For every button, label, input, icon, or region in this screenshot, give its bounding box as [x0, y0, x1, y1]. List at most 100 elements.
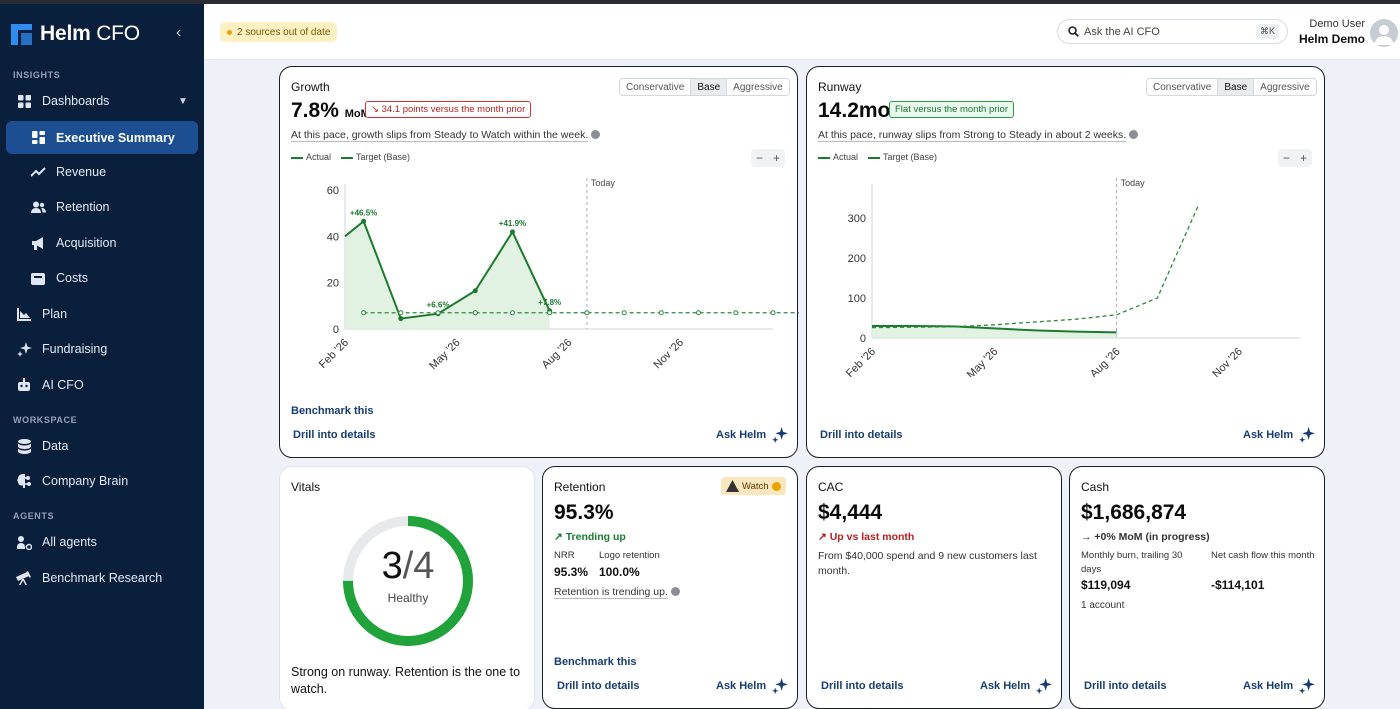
actual-area	[872, 326, 1117, 338]
search-input[interactable]: Ask the AI CFO ⌘K	[1057, 19, 1288, 44]
sidebar-item-label: Company Brain	[42, 474, 129, 488]
info-dot-icon[interactable]	[670, 587, 680, 596]
scenario-toggle: Conservative Base Aggressive	[619, 78, 790, 96]
target-point	[547, 310, 553, 316]
ask-helm-button[interactable]: Ask Helm	[1243, 678, 1316, 694]
user-role: Demo User	[1309, 18, 1365, 30]
target-point	[733, 310, 739, 316]
delta-badge: Flat versus the month prior	[889, 101, 1014, 118]
wallet-icon	[30, 270, 46, 286]
sidebar-item-all-agents[interactable]: All agents	[0, 527, 204, 557]
drill-details-link[interactable]: Drill into details	[557, 680, 640, 692]
sidebar-item-revenue[interactable]: Revenue	[0, 157, 204, 187]
nrr-label: NRR	[554, 550, 575, 561]
sidebar-item-dashboards[interactable]: Dashboards ▼	[0, 86, 204, 116]
helm-logo-icon	[10, 23, 33, 46]
section-workspace: WORKSPACE	[13, 415, 78, 425]
sidebar-item-plan[interactable]: Plan	[0, 299, 204, 329]
runway-note: At this pace, runway slips from Strong t…	[818, 129, 1139, 142]
burn-label: Monthly burn, trailing 30 days	[1081, 550, 1183, 575]
drill-details-link[interactable]: Drill into details	[1084, 680, 1167, 692]
legend-target: Target (Base)	[341, 152, 410, 162]
drill-details-link[interactable]: Drill into details	[293, 429, 376, 441]
zoom-in-icon[interactable]: +	[1299, 151, 1307, 165]
sidebar-item-executive-summary[interactable]: Executive Summary	[6, 121, 198, 154]
ask-helm-button[interactable]: Ask Helm	[1243, 427, 1316, 443]
drill-details-link[interactable]: Drill into details	[821, 680, 904, 692]
retention-value: 95.3%	[554, 501, 614, 524]
y-tick-label: 60	[327, 185, 339, 197]
grid-icon	[16, 93, 32, 109]
target-point	[361, 310, 367, 316]
sidebar-item-data[interactable]: Data	[0, 431, 204, 461]
target-point	[584, 310, 590, 316]
cash-flow-value: -$114,101	[1211, 578, 1265, 592]
search-icon	[1068, 26, 1079, 40]
actual-point	[361, 218, 367, 224]
zoom-out-icon[interactable]: −	[755, 151, 763, 165]
vitals-ring-fill	[343, 516, 473, 646]
growth-chart: 0 20 40 60 Feb '26 May '26 Aug '26 Nov '26 Today…	[317, 178, 799, 372]
runway-value: 14.2mo	[818, 99, 891, 122]
sidebar-item-ai-cfo[interactable]: AI CFO	[0, 370, 204, 400]
sidebar-item-label: Acquisition	[56, 236, 117, 250]
sidebar-item-company-brain[interactable]: Company Brain	[0, 466, 204, 496]
today-label: Today	[1121, 178, 1146, 188]
data-label: +6.6%	[427, 301, 450, 310]
sidebar-item-retention[interactable]: Retention	[0, 192, 204, 222]
y-tick-label: 100	[848, 293, 866, 305]
scenario-base[interactable]: Base	[691, 79, 728, 95]
zoom-controls: − +	[751, 149, 785, 167]
legend-actual: Actual	[818, 152, 858, 162]
zoom-controls: − +	[1278, 149, 1312, 167]
burn-value: $119,094	[1081, 578, 1131, 592]
scenario-aggressive[interactable]: Aggressive	[733, 81, 783, 93]
x-tick-label: Aug '26	[540, 337, 575, 372]
ask-helm-button[interactable]: Ask Helm	[980, 678, 1053, 694]
benchmark-link[interactable]: Benchmark this	[291, 405, 374, 417]
user-menu[interactable]: Demo User Helm Demo	[1298, 18, 1365, 46]
scenario-aggressive[interactable]: Aggressive	[1260, 81, 1310, 93]
sidebar-item-acquisition[interactable]: Acquisition	[0, 228, 204, 258]
app-logo[interactable]: Helm CFO	[10, 22, 140, 46]
top-bar: 2 sources out of date Ask the AI CFO ⌘K …	[204, 4, 1400, 60]
database-icon	[16, 438, 32, 454]
cash-flow-label: Net cash flow this month	[1211, 550, 1315, 561]
grid-icon	[30, 130, 46, 146]
trend-label: ↗ Trending up	[554, 531, 626, 543]
y-tick-label: 40	[327, 231, 339, 243]
info-dot-icon[interactable]	[1129, 130, 1139, 139]
chart-legend: Actual Target (Base)	[818, 152, 937, 162]
delta-badge: ↘ 34.1 points versus the month prior	[365, 101, 532, 118]
sidebar-item-fundraising[interactable]: Fundraising	[0, 334, 204, 364]
status-dot-icon	[771, 481, 781, 491]
zoom-in-icon[interactable]: +	[772, 151, 780, 165]
cac-description: From $40,000 spend and 9 new customers l…	[818, 550, 1037, 577]
zoom-out-icon[interactable]: −	[1282, 151, 1290, 165]
ask-helm-button[interactable]: Ask Helm	[716, 427, 789, 443]
scenario-conservative[interactable]: Conservative	[620, 79, 692, 95]
stale-sources-badge[interactable]: 2 sources out of date	[220, 22, 338, 42]
growth-note: At this pace, growth slips from Steady t…	[291, 129, 601, 142]
growth-card: Growth Conservative Base Aggressive 7.8%…	[279, 66, 799, 458]
vitals-card: Vitals 3/4 Healthy Strong on runway. Ret…	[279, 466, 535, 709]
info-dot-icon[interactable]	[591, 130, 601, 139]
target-point	[658, 310, 664, 316]
y-tick-label: 20	[327, 278, 339, 290]
actual-series-line	[872, 325, 1117, 334]
logo-retention-value: 100.0%	[599, 565, 640, 579]
avatar[interactable]	[1370, 19, 1398, 47]
sidebar-item-label: All agents	[42, 535, 97, 549]
scenario-conservative[interactable]: Conservative	[1147, 79, 1219, 95]
scenario-base[interactable]: Base	[1218, 79, 1255, 95]
ask-helm-button[interactable]: Ask Helm	[716, 678, 789, 694]
megaphone-icon	[30, 235, 46, 251]
collapse-sidebar-icon[interactable]: ‹	[176, 24, 182, 41]
sidebar-item-benchmark-research[interactable]: Benchmark Research	[0, 563, 204, 593]
sidebar-item-costs[interactable]: Costs	[0, 263, 204, 293]
benchmark-link[interactable]: Benchmark this	[554, 656, 637, 668]
retention-card: Retention Watch 95.3% ↗ Trending up NRR …	[542, 466, 798, 709]
drill-details-link[interactable]: Drill into details	[820, 429, 903, 441]
data-label: +46.5%	[350, 208, 377, 217]
target-point	[398, 310, 404, 316]
